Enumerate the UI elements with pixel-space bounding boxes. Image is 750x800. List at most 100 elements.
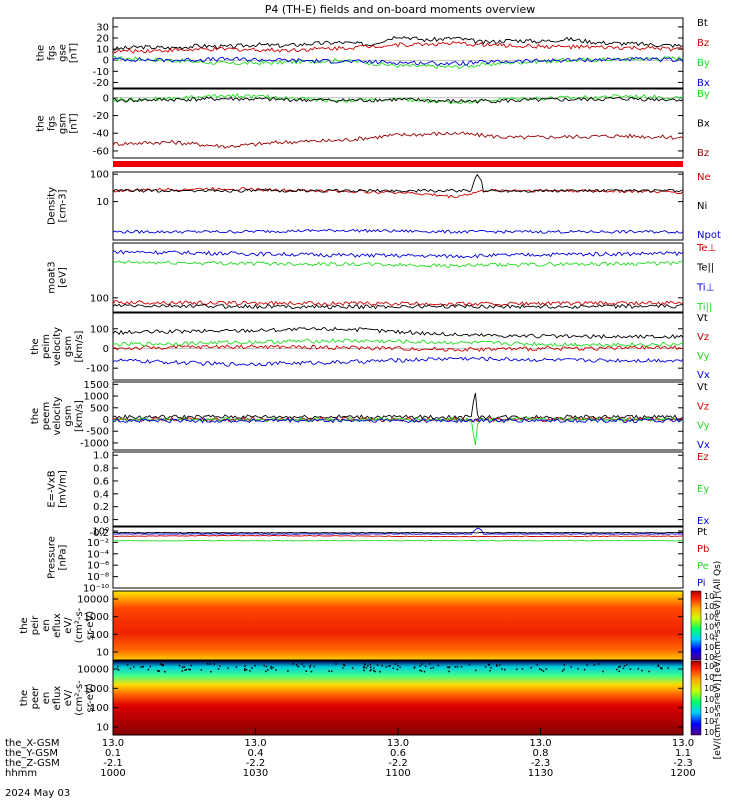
spectrogram-speckle	[251, 667, 253, 669]
y-axis-label: [mV/m]	[58, 470, 69, 508]
spectrogram-speckle	[309, 666, 311, 668]
y-axis-label: the	[30, 408, 41, 424]
series-Ti⊥-line	[112, 249, 684, 259]
y-tick-label: 0	[103, 93, 109, 104]
spectrogram-speckle	[456, 666, 459, 668]
spectrogram-speckle	[330, 670, 333, 673]
series-Pt-line	[112, 531, 684, 534]
spectrogram-speckle	[530, 666, 532, 669]
spectrogram-speckle	[178, 664, 181, 667]
spectrogram-speckle	[448, 670, 450, 673]
legend-Ex: Ex	[697, 516, 709, 527]
spectrogram-speckle	[369, 666, 372, 669]
spectrogram-speckle	[487, 663, 490, 666]
status-bar	[113, 161, 683, 167]
spectrogram-image	[113, 661, 683, 735]
panel-fgs-gsm: 0 -20 -40 -60 the fgs gsm [nT] By Bx Bz	[36, 88, 710, 159]
y-axis-label: en	[41, 619, 52, 632]
series-Vy-line	[112, 338, 684, 348]
spectrogram-speckle	[343, 664, 346, 667]
spectrogram-speckle	[490, 666, 492, 669]
legend-Pt: Pt	[697, 527, 707, 538]
legend-Ni: Ni	[697, 201, 707, 212]
y-axis-label: gsm	[58, 113, 69, 134]
legend-Vz: Vz	[697, 401, 709, 412]
panel-frame	[112, 381, 684, 451]
spectrogram-speckle	[158, 670, 160, 672]
colorbar-tick-label: 10⁴	[704, 706, 717, 715]
legend-Vx: Vx	[697, 440, 710, 451]
spectrogram-speckle	[413, 667, 416, 669]
panel-frame	[112, 242, 684, 313]
y-axis-label: velocity	[52, 327, 63, 366]
spectrogram-speckle	[265, 665, 268, 668]
colorbar-tick-label: 10⁷	[704, 602, 717, 611]
y-tick-label: -20	[93, 111, 109, 122]
spectrogram-speckle	[328, 670, 330, 672]
x-axis-value: 13.0	[672, 738, 694, 749]
legend-Bx: Bx	[697, 78, 710, 89]
spectrogram-speckle	[185, 668, 188, 671]
spectrogram-speckle	[503, 668, 506, 671]
x-axis-value: 0.4	[248, 748, 264, 759]
panel-frame	[112, 171, 684, 241]
spectrogram-speckle	[156, 670, 159, 672]
spectrogram-speckle	[542, 670, 545, 672]
colorbar-tick-label: 10³	[704, 717, 717, 726]
y-tick-label: 0.0	[93, 515, 109, 526]
spectrogram-speckle	[181, 670, 184, 672]
spectrogram-speckle	[414, 666, 416, 668]
y-axis-label: moat3	[47, 261, 58, 293]
spectrogram-speckle	[287, 670, 289, 672]
panel-frame	[112, 451, 684, 527]
series-Pe-line	[112, 539, 684, 542]
spectrogram-speckle	[667, 667, 669, 669]
spectrogram-speckle	[586, 664, 588, 666]
spectrogram-speckle	[373, 667, 375, 669]
y-tick-label: 100	[90, 293, 109, 304]
y-tick-label: 1.0	[93, 451, 109, 462]
spectrogram-speckle	[200, 669, 203, 671]
y-axis-label: the	[19, 617, 30, 633]
spectrogram-speckle	[641, 669, 643, 672]
colorbar-tick-label: 10⁶	[704, 612, 717, 621]
y-tick-label: -60	[93, 146, 109, 157]
legend-By: By	[697, 89, 710, 100]
spectrogram-speckle	[116, 665, 119, 668]
spectrogram-speckle	[536, 664, 539, 666]
x-axis-value: 1100	[385, 768, 410, 779]
spectrogram-speckle	[648, 670, 650, 673]
spectrogram-speckle	[661, 667, 663, 670]
y-axis-label: eflux	[52, 686, 63, 711]
colorbar-label: [eV/(cm²-s-sr-eV)] [eV/(cm²-s-sr-eV)] (A…	[713, 561, 723, 760]
y-tick-label: -20	[93, 78, 109, 89]
legend-Bx: Bx	[697, 119, 710, 130]
y-tick-label: 10000	[77, 665, 109, 676]
y-tick-label: 0.4	[93, 489, 109, 500]
series-Ti||-line	[112, 260, 684, 268]
spectrogram-speckle	[498, 664, 501, 666]
spectrogram-speckle	[397, 664, 399, 667]
spectrogram-speckle	[437, 664, 440, 667]
spectrogram-speckle	[244, 665, 246, 667]
spectrogram-speckle	[618, 670, 621, 673]
x-axis-value: 13.0	[102, 738, 124, 749]
spectrogram-speckle	[213, 663, 215, 665]
spectrogram-speckle	[561, 670, 564, 672]
spectrogram-speckle	[593, 664, 596, 666]
x-axis-labels: the_X-GSM 13.0 13.0 13.0 13.0 13.0 the_Y-GSM 0.…	[5, 728, 696, 779]
y-axis-label: sr-eV)	[85, 611, 96, 640]
series-Vt-line	[112, 392, 684, 420]
y-tick-label: 10	[96, 723, 109, 734]
x-axis-row-label: the_Z-GSM	[5, 758, 60, 769]
x-axis-value: 0.1	[105, 748, 121, 759]
y-axis-label: fgs	[47, 116, 58, 131]
series-Npot-line	[112, 228, 684, 234]
y-axis-label: [km/s]	[74, 400, 85, 432]
legend-Bz: Bz	[697, 38, 709, 49]
legend-Vy: Vy	[697, 351, 710, 362]
spectrogram-speckle	[424, 665, 427, 668]
spectrogram-speckle	[399, 666, 401, 669]
